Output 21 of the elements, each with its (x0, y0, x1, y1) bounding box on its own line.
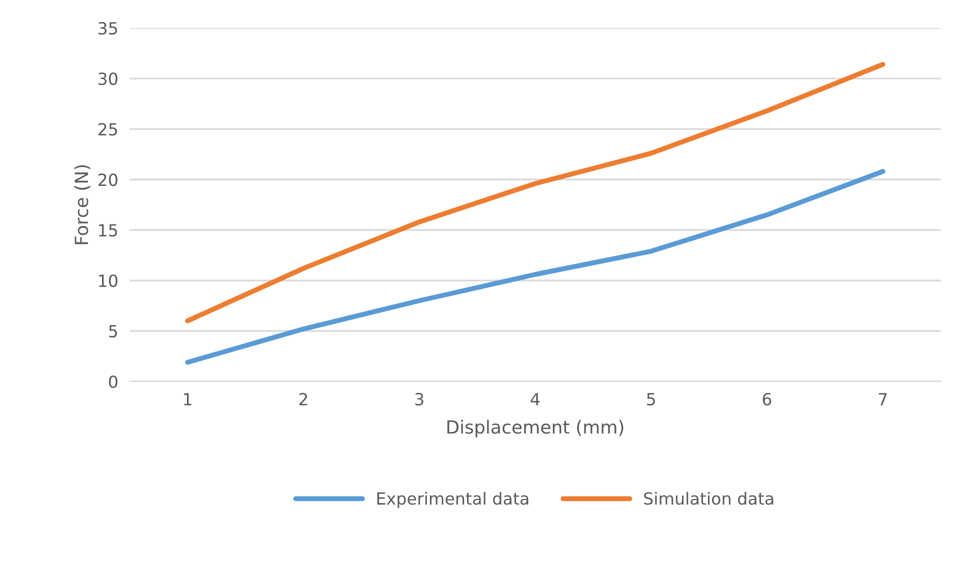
x-tick-label: 3 (415, 392, 424, 406)
y-tick-label: 35 (98, 22, 118, 35)
y-tick-label: 0 (108, 375, 118, 388)
x-tick-label: 2 (299, 392, 308, 406)
line-series (185, 62, 886, 324)
x-tick-label: 5 (647, 393, 655, 406)
x-tick-label: 1 (184, 393, 192, 406)
legend-label: Simulation data (644, 492, 774, 505)
y-tick-label: 25 (98, 122, 118, 136)
x-tick-label: 7 (878, 393, 887, 406)
y-tick-label: 10 (99, 274, 118, 288)
y-axis-title: Force (N) (74, 165, 90, 244)
y-tick-label: 20 (98, 173, 118, 186)
y-tick-label: 15 (99, 224, 118, 237)
legend-label: Experimental data (377, 492, 528, 508)
y-tick-label: 30 (98, 72, 118, 86)
y-tick-label: 5 (109, 325, 118, 338)
line-series (185, 169, 886, 365)
x-tick-label: 4 (530, 393, 540, 406)
x-tick-label: 6 (762, 392, 772, 406)
x-axis-title: Displacement (mm) (447, 420, 624, 438)
